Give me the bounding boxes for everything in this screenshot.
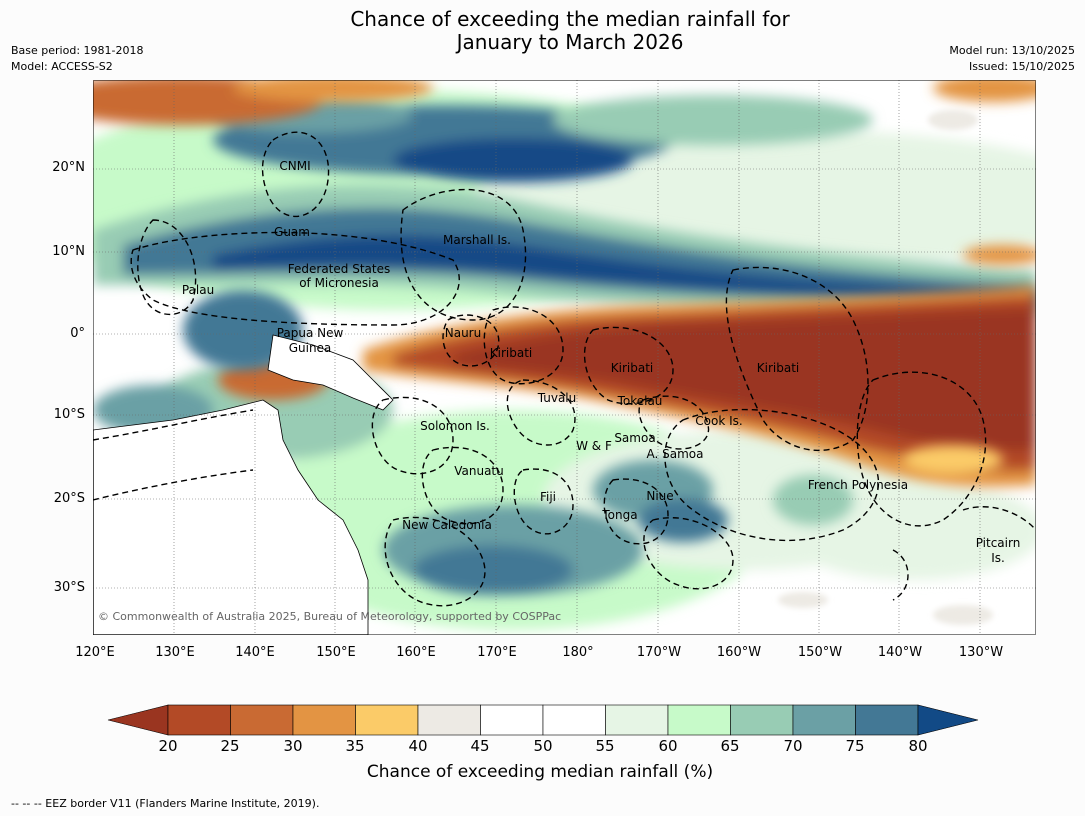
label-cnmi: CNMI bbox=[279, 159, 310, 173]
colorbar bbox=[107, 704, 979, 736]
model-name: Model: ACCESS-S2 bbox=[11, 60, 113, 73]
colorbar-segment bbox=[605, 704, 669, 736]
eez-footnote: -- -- -- EEZ border V11 (Flanders Marine… bbox=[11, 797, 320, 810]
meta-right: Model run: 13/10/2025 Issued: 15/10/2025 bbox=[949, 43, 1075, 75]
label-pitcairn-2: Is. bbox=[991, 551, 1005, 565]
lon-label-120e: 120°E bbox=[75, 645, 115, 660]
lon-label-150e: 150°E bbox=[316, 645, 356, 660]
copyright-text: © Commonwealth of Australia 2025, Bureau… bbox=[98, 610, 561, 623]
colorbar-tick-35: 35 bbox=[345, 737, 365, 755]
lat-label-20s: 20°S bbox=[53, 491, 85, 506]
label-palau: Palau bbox=[182, 283, 214, 297]
lon-label-130e: 130°E bbox=[155, 645, 195, 660]
colorbar-tick-65: 65 bbox=[720, 737, 740, 755]
label-fiji: Fiji bbox=[540, 490, 556, 504]
colorbar-segment bbox=[417, 704, 481, 736]
label-tonga: Tonga bbox=[601, 508, 637, 522]
label-fsm-2: of Micronesia bbox=[299, 276, 379, 290]
colorbar-segment bbox=[542, 704, 606, 736]
lat-label-30s: 30°S bbox=[53, 580, 85, 595]
model-run: Model run: 13/10/2025 bbox=[949, 44, 1075, 57]
label-fsm-1: Federated States bbox=[288, 262, 390, 276]
lat-label-10n: 10°N bbox=[52, 244, 85, 259]
lon-label-140e: 140°E bbox=[235, 645, 275, 660]
label-png-2: Guinea bbox=[289, 341, 332, 355]
base-period: Base period: 1981-2018 bbox=[11, 44, 144, 57]
colorbar-segment bbox=[167, 704, 231, 736]
lat-label-10s: 10°S bbox=[53, 407, 85, 422]
colorbar-segment bbox=[730, 704, 794, 736]
label-pitcairn-1: Pitcairn bbox=[976, 536, 1021, 550]
colorbar-segment bbox=[855, 704, 919, 736]
label-png-1: Papua New bbox=[277, 326, 344, 340]
coastlines bbox=[93, 334, 394, 635]
label-asamoa: A. Samoa bbox=[647, 447, 704, 461]
label-vanuatu: Vanuatu bbox=[454, 464, 504, 478]
colorbar-tick-60: 60 bbox=[658, 737, 678, 755]
colorbar-segment bbox=[230, 704, 294, 736]
colorbar-segment bbox=[792, 704, 856, 736]
meta-left: Base period: 1981-2018 Model: ACCESS-S2 bbox=[11, 43, 143, 75]
lat-label-0: 0° bbox=[70, 326, 85, 341]
colorbar-segment bbox=[667, 704, 731, 736]
title-line-1: Chance of exceeding the median rainfall … bbox=[350, 7, 790, 31]
lon-label-150w: 150°W bbox=[797, 645, 843, 660]
colorbar-label: Chance of exceeding median rainfall (%) bbox=[366, 762, 714, 782]
lon-label-170w: 170°W bbox=[636, 645, 682, 660]
colorbar-tick-75: 75 bbox=[845, 737, 865, 755]
map-frame bbox=[93, 80, 1036, 635]
label-guam: Guam bbox=[274, 225, 310, 239]
colorbar-segment bbox=[292, 704, 356, 736]
colorbar-tick-40: 40 bbox=[408, 737, 428, 755]
lon-label-170e: 170°E bbox=[477, 645, 517, 660]
colorbar-tick-30: 30 bbox=[283, 737, 303, 755]
colorbar-tick-45: 45 bbox=[470, 737, 490, 755]
colorbar-extend-high bbox=[917, 704, 979, 736]
label-kiribati-east: Kiribati bbox=[757, 361, 799, 375]
label-cook: Cook Is. bbox=[695, 414, 742, 428]
colorbar-tick-55: 55 bbox=[595, 737, 615, 755]
issued-date: Issued: 15/10/2025 bbox=[968, 60, 1075, 73]
field-dry-north bbox=[93, 80, 1036, 475]
lon-label-180: 180° bbox=[562, 645, 594, 660]
field-dry-tongue bbox=[363, 285, 1036, 487]
eez-borders bbox=[93, 131, 1036, 607]
label-tuvalu: Tuvalu bbox=[537, 391, 577, 405]
colorbar-tick-50: 50 bbox=[533, 737, 553, 755]
label-solomon: Solomon Is. bbox=[420, 419, 490, 433]
colorbar-tick-70: 70 bbox=[783, 737, 803, 755]
colorbar-tick-20: 20 bbox=[158, 737, 178, 755]
lon-label-160w: 160°W bbox=[716, 645, 762, 660]
map-title: Chance of exceeding the median rainfall … bbox=[0, 8, 1085, 54]
colorbar-extend-low bbox=[107, 704, 169, 736]
rainfall-map: CNMI Guam Marshall Is. Federated States … bbox=[93, 80, 1036, 635]
colorbar-segment bbox=[355, 704, 419, 736]
label-samoa: Samoa bbox=[614, 431, 655, 445]
title-line-2: January to March 2026 bbox=[456, 30, 684, 54]
colorbar-tick-25: 25 bbox=[220, 737, 240, 755]
field-wet-north bbox=[93, 95, 1036, 315]
label-nauru: Nauru bbox=[445, 326, 481, 340]
lon-label-140w: 140°W bbox=[877, 645, 923, 660]
region-labels: CNMI Guam Marshall Is. Federated States … bbox=[182, 159, 1020, 565]
label-kiribati-central: Kiribati bbox=[611, 361, 653, 375]
label-marshall: Marshall Is. bbox=[443, 233, 511, 247]
label-tokelau: Tokelau bbox=[617, 394, 663, 408]
label-wf: W & F bbox=[576, 439, 612, 453]
label-kiribati-west: Kiribati bbox=[490, 346, 532, 360]
label-french-polynesia: French Polynesia bbox=[808, 478, 908, 492]
gridlines bbox=[93, 80, 1036, 635]
lon-label-130w: 130°W bbox=[958, 645, 1004, 660]
lat-label-20n: 20°N bbox=[52, 160, 85, 175]
label-niue: Niue bbox=[646, 489, 673, 503]
colorbar-tick-80: 80 bbox=[908, 737, 928, 755]
label-new-caledonia: New Caledonia bbox=[402, 518, 492, 532]
colorbar-segment bbox=[480, 704, 544, 736]
lon-label-160e: 160°E bbox=[396, 645, 436, 660]
